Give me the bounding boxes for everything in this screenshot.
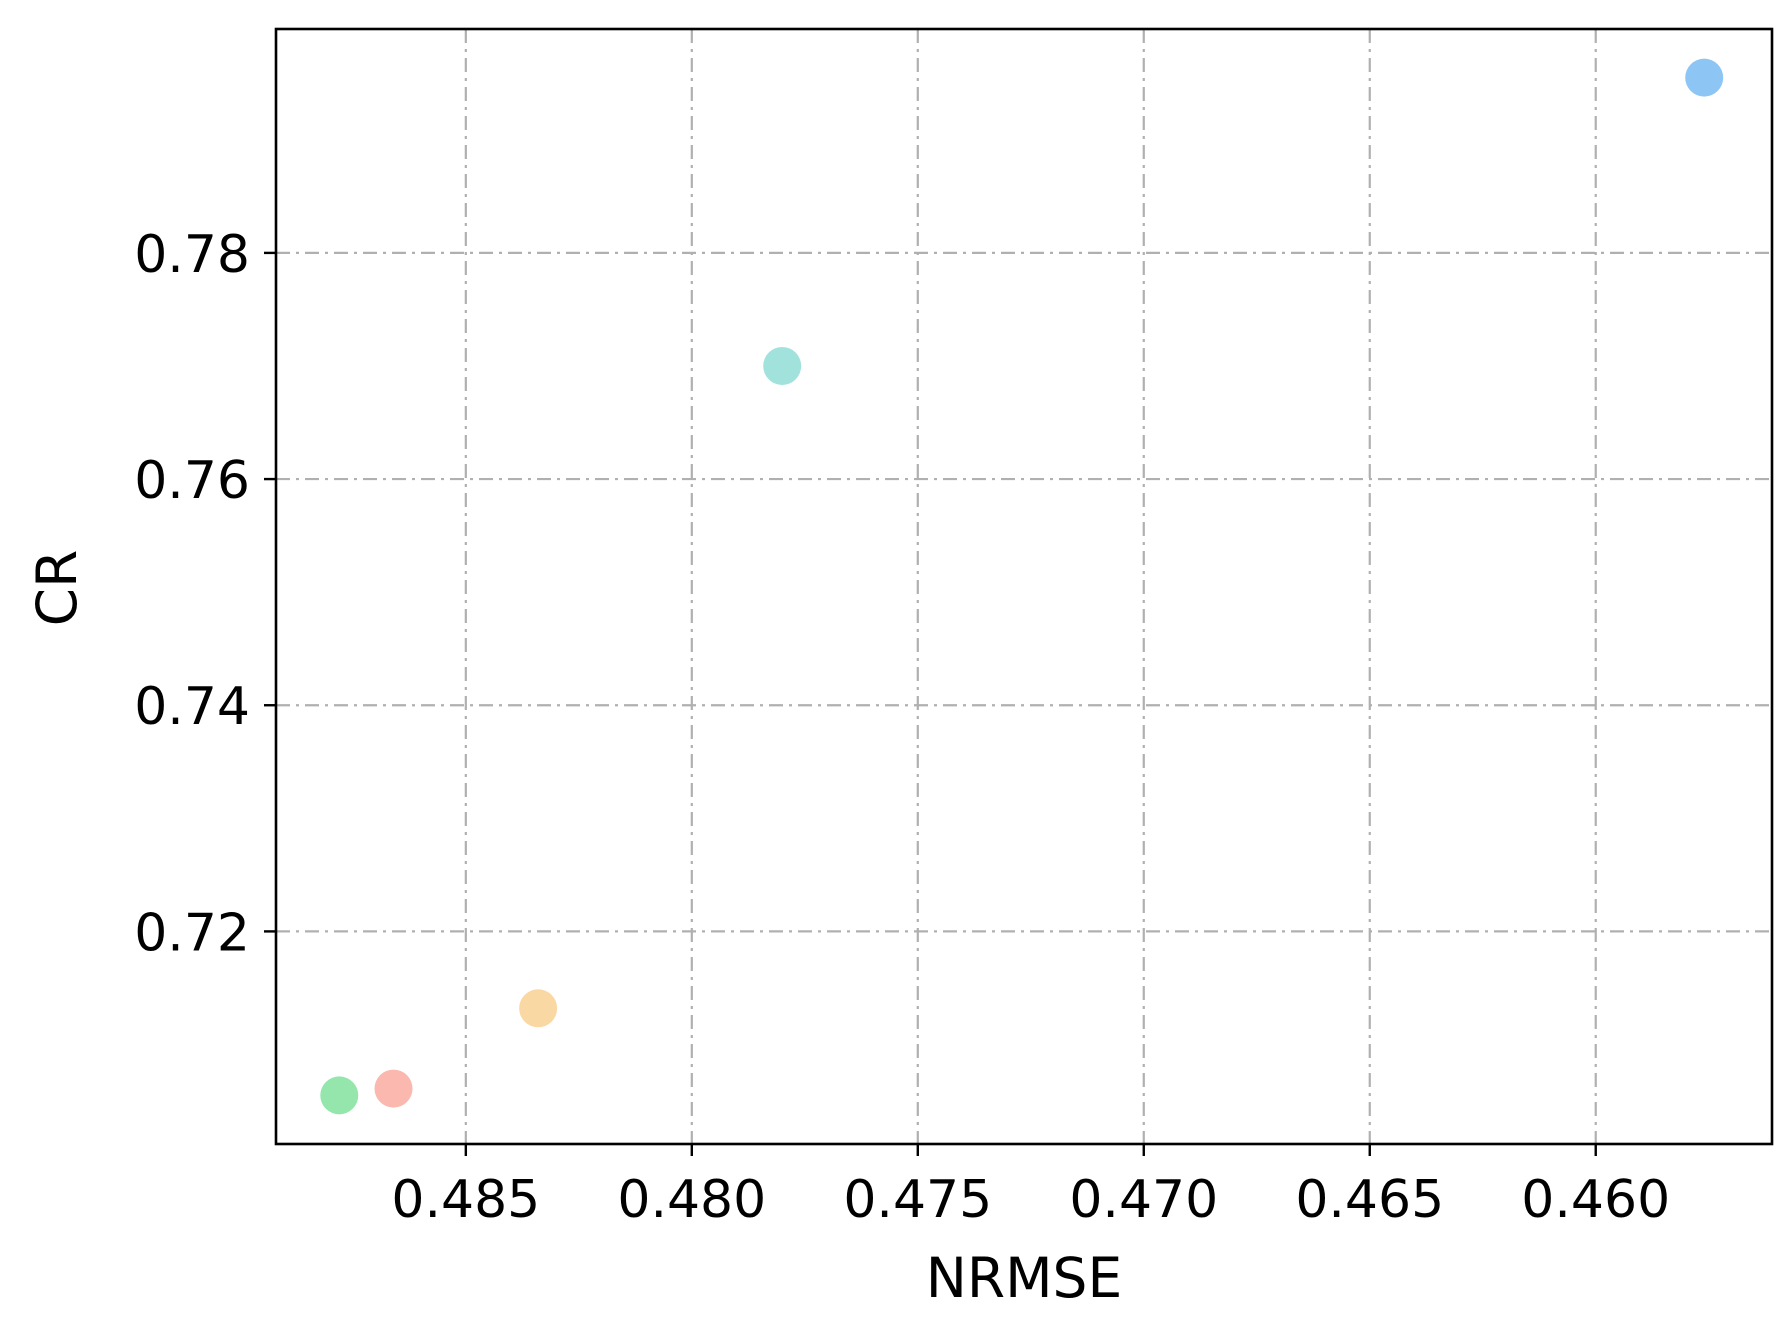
scatter-point [320, 1076, 359, 1115]
x-tick-label: 0.485 [391, 1170, 540, 1230]
y-axis-title: CR [25, 550, 89, 627]
grid [276, 29, 1772, 1144]
x-axis-title: NRMSE [926, 1246, 1122, 1310]
plot-frame [274, 27, 1774, 1146]
scatter-point [1685, 58, 1724, 97]
scatter-point [519, 989, 558, 1028]
data-points [320, 58, 1724, 1115]
y-tick-label: 0.76 [134, 451, 250, 511]
x-tick-label: 0.465 [1295, 1170, 1444, 1230]
axis-ticks: 0.485 0.480 0.475 0.470 0.465 0.460 0.72 0.74 0.… [134, 225, 1670, 1230]
scatter-point [374, 1069, 413, 1108]
x-tick-label: 0.460 [1521, 1170, 1670, 1230]
x-tick-label: 0.480 [617, 1170, 766, 1230]
x-tick-label: 0.475 [843, 1170, 992, 1230]
x-tick-label: 0.470 [1069, 1170, 1218, 1230]
y-tick-label: 0.78 [134, 225, 250, 285]
y-tick-label: 0.72 [134, 903, 250, 963]
scatter-point [763, 346, 802, 385]
y-tick-label: 0.74 [134, 677, 250, 737]
